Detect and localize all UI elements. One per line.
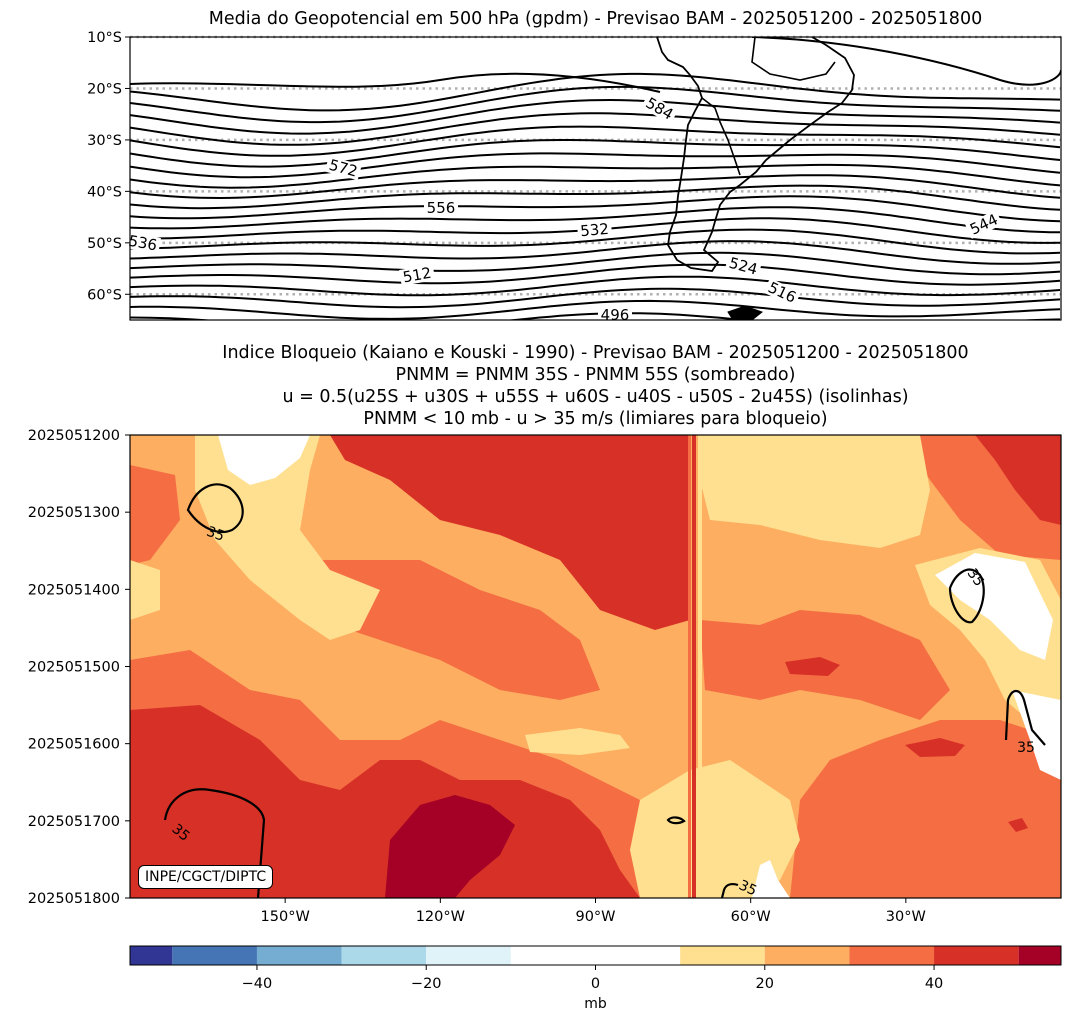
geo-contour-line [130,85,1061,124]
geo-contour-label: 512 [401,264,432,287]
geo-contour-label: 536 [127,232,158,255]
geo-contour-line [130,139,1061,168]
geo-contour-line [130,299,1061,320]
geo-contour-label-bg [598,307,632,323]
geo-contour-line [130,72,1061,112]
blocking-panel: Indice Bloqueio (Kaiano e Kouski - 1990)… [0,338,1071,1025]
geo-contours [130,37,1061,330]
geo-contour-label-bg [640,93,679,125]
geo-contour-line [130,125,1061,157]
geo-contour-line [130,240,1061,265]
watermark-text: INPE/CGCT/DIPTC [145,869,267,885]
geo-contour-label-bg [763,278,801,307]
geo-contour-line [130,72,661,93]
blocking-title-line-2: PNMM = PNMM 35S - PNMM 55S (sombreado) [395,365,796,385]
geo-contour-label: 532 [580,220,610,240]
geo-contour-line [130,312,1061,320]
geo-contour-label: 556 [427,199,456,217]
geo-contour-line [130,325,1060,330]
geo-y-tick-label: 40°S [87,184,122,200]
geo-y-tick-label: 30°S [87,133,122,149]
south-america-coastline [656,37,855,272]
geo-contour-label-bg [324,156,362,181]
geopotential-title: Media do Geopotencial em 500 hPa (gpdm) … [208,9,983,29]
geo-contour-line [130,287,1061,309]
geo-y-tick-label: 50°S [87,236,122,252]
geo-contour-line [130,263,1061,286]
geo-contour-label-bg [399,264,436,286]
geo-contour-label: 496 [601,306,630,324]
geo-contour-line [130,275,1061,297]
geo-contour-line [130,98,1061,135]
geo-contour-label-bg [576,220,613,240]
geo-contour-line [130,152,1061,179]
geo-contour-line [130,163,1061,189]
geo-contour-label-bg [424,200,458,216]
geo-contour-line [130,174,1061,200]
geo-contour-line [751,37,1061,86]
geo-contour-label-bg [124,232,161,254]
geo-contour-line [130,228,1061,255]
tierra-del-fuego [727,305,764,320]
geo-y-tick-label: 20°S [87,81,122,97]
geo-contour-line [130,112,1061,146]
geo-y-axis: 10°S 20°S 30°S 40°S 50°S 60°S [87,30,130,303]
andes-border [701,97,741,176]
geopotential-frame [129,36,1062,321]
colorbar-label: mb [584,996,607,1012]
blocking-title-line-4: PNMM < 10 mb - u > 35 m/s (limiares para… [363,409,828,429]
geo-contour-label-bg [724,254,762,279]
geo-contour-label-bg [965,210,1003,239]
watermark-box: INPE/CGCT/DIPTC [138,865,274,889]
geo-contour-line [130,251,1061,276]
geo-contour-line [130,184,1061,211]
geo-contour-line [130,206,1061,234]
brazil-border [751,37,836,81]
geopotential-panel: Media do Geopotencial em 500 hPa (gpdm) … [0,0,1071,330]
geo-y-tick-label: 10°S [87,30,122,46]
geo-y-tick-label: 60°S [87,287,122,303]
geo-contour-line [130,195,1061,223]
geo-contour-label: 524 [727,254,759,279]
blocking-title: Indice Bloqueio (Kaiano e Kouski - 1990)… [120,342,1071,430]
blocking-title-line-1: Indice Bloqueio (Kaiano e Kouski - 1990)… [222,343,969,363]
blocking-title-line-3: u = 0.5(u25S + u30S + u55S + u60S - u40S… [282,387,909,407]
